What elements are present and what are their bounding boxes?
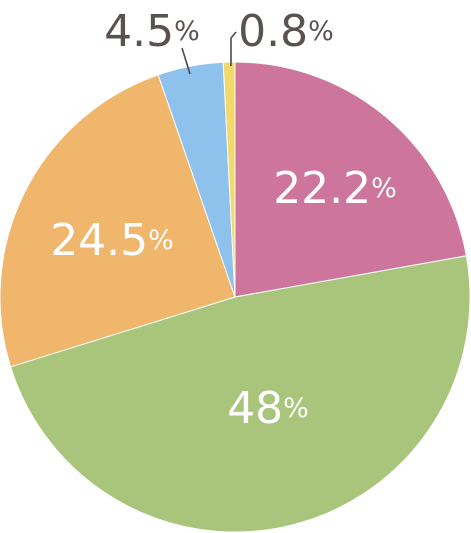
slice-label-48: 48% xyxy=(227,383,309,434)
slice-label-value: 4.5 xyxy=(104,6,174,57)
slice-label-unit: % xyxy=(371,173,397,204)
slice-label-unit: % xyxy=(174,16,200,47)
slice-label-unit: % xyxy=(283,393,309,424)
leader-line-0-8 xyxy=(230,31,237,66)
leader-line-4-5 xyxy=(181,47,191,75)
slice-label-22-2: 22.2% xyxy=(273,163,397,214)
pie-slice-24-5 xyxy=(0,74,236,368)
slice-label-4-5: 4.5% xyxy=(104,6,200,57)
pie-slice-0-8 xyxy=(222,61,236,298)
slice-label-value: 24.5 xyxy=(50,215,148,266)
slice-label-value: 0.8 xyxy=(238,6,308,57)
slice-label-24-5: 24.5% xyxy=(50,215,174,266)
slice-label-value: 48 xyxy=(227,383,283,434)
pie-slice-22-2 xyxy=(234,61,467,298)
slice-label-unit: % xyxy=(308,16,334,47)
slice-label-unit: % xyxy=(148,225,174,256)
pie-slices xyxy=(0,61,471,533)
slice-label-0-8: 0.8% xyxy=(238,6,334,57)
pie-slice-48 xyxy=(9,255,471,533)
slice-labels: 22.2%48%24.5%4.5% 0.8% xyxy=(50,6,397,434)
leader-lines xyxy=(181,31,237,75)
slice-label-value: 22.2 xyxy=(273,163,371,214)
